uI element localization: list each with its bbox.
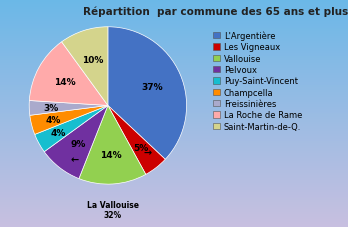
Legend: L'Argentière, Les Vigneaux, Vallouise, Pelvoux, Puy-Saint-Vincent, Champcella, F: L'Argentière, Les Vigneaux, Vallouise, P… [213, 31, 302, 131]
Wedge shape [29, 43, 108, 106]
Text: 3%: 3% [44, 103, 59, 112]
Text: 14%: 14% [100, 150, 122, 159]
Text: 4%: 4% [50, 129, 66, 138]
Wedge shape [108, 28, 187, 160]
Text: La Vallouise
32%: La Vallouise 32% [87, 200, 139, 219]
Text: Répartition  par commune des 65 ans et plus: Répartition par commune des 65 ans et pl… [83, 7, 348, 17]
Text: 14%: 14% [54, 78, 76, 87]
Wedge shape [79, 106, 146, 184]
Wedge shape [35, 106, 108, 152]
Text: 37%: 37% [142, 82, 164, 91]
Text: 4%: 4% [45, 116, 61, 124]
Wedge shape [30, 106, 108, 135]
Text: 10%: 10% [82, 55, 103, 64]
Text: 5%: 5% [133, 144, 148, 153]
Text: ←: ← [71, 154, 79, 164]
Wedge shape [29, 101, 108, 116]
Wedge shape [44, 106, 108, 179]
Wedge shape [108, 106, 165, 175]
Text: 9%: 9% [70, 140, 86, 149]
Text: →: → [143, 148, 151, 158]
Wedge shape [62, 28, 108, 106]
